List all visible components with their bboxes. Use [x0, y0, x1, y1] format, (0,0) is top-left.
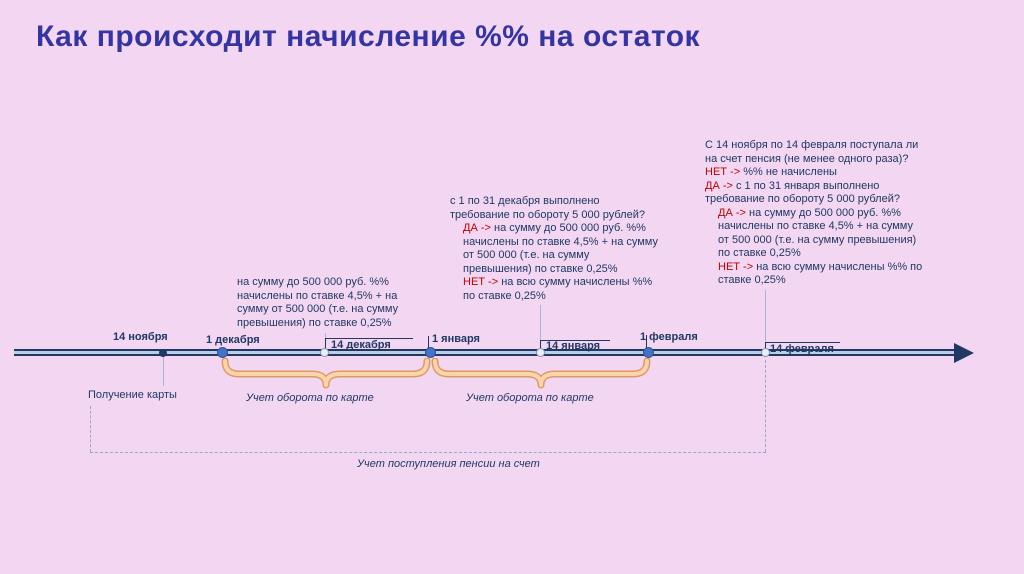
- annotation-line: требование по обороту 5 000 рублей?: [705, 193, 900, 205]
- date-label-14-dec: 14 декабря: [331, 339, 391, 351]
- callout-overline-14dec: [325, 338, 413, 339]
- annotation-line: по ставке 0,25%: [718, 247, 801, 259]
- annotation-line: превышения) по ставке 0,25%: [237, 316, 392, 329]
- timeline-point-1-feb: [643, 347, 654, 358]
- callout-tick-14dec: [325, 338, 326, 351]
- annotation-line: сумму от 500 000 (т.е. на сумму: [237, 303, 399, 315]
- card-receipt-line: [163, 357, 164, 386]
- date-label-1-dec: 1 декабря: [206, 334, 260, 346]
- annotation-period1: на сумму до 500 000 руб. %% начислены по …: [237, 276, 398, 330]
- arrow-right-icon: [954, 343, 974, 363]
- timeline-point-14-nov: [159, 349, 167, 357]
- callout-tick-14feb: [765, 342, 766, 351]
- turnover-brace-2: [431, 358, 651, 389]
- annotation-period2: с 1 по 31 декабря выполнено требование по…: [450, 195, 658, 303]
- annotation-line: НЕТ -> %% не начислены: [705, 166, 837, 178]
- answer-keyword: ДА ->: [463, 222, 491, 234]
- annotation-line: на сумму до 500 000 руб. %%: [237, 276, 389, 288]
- annotation-line: ДА -> на сумму до 500 000 руб. %%: [463, 222, 646, 234]
- timeline-point-1-dec: [217, 347, 228, 358]
- answer-keyword: НЕТ ->: [718, 260, 754, 273]
- annotation-line: на счет пенсия (не менее одного раза)?: [705, 152, 909, 165]
- annotation-line: ставке 0,25%: [718, 274, 786, 286]
- callout-line-period1: [325, 333, 326, 339]
- turnover-brace-1-label: Учет оборота по карте: [246, 392, 374, 404]
- date-label-14-nov: 14 ноября: [113, 331, 168, 343]
- timeline-point-14-jan: [536, 348, 545, 357]
- annotation-line: НЕТ -> на всю сумму начислены %% по: [718, 260, 923, 273]
- answer-keyword: НЕТ ->: [705, 166, 741, 178]
- callout-tick-14jan: [540, 340, 541, 351]
- date-label-14-feb: 14 февраля: [770, 343, 834, 355]
- annotation-line: начислены по ставке 4,5% + на сумму: [463, 235, 658, 248]
- callout-overline-14feb: [765, 342, 840, 343]
- date-label-14-jan: 14 января: [546, 340, 601, 352]
- annotation-line: С 14 ноября по 14 февраля поступала ли: [705, 139, 919, 151]
- callout-overline-14jan: [540, 340, 610, 341]
- callout-tick-1jan: [428, 336, 429, 350]
- timeline-point-14-dec: [320, 348, 329, 357]
- turnover-brace-1: [221, 358, 431, 389]
- callout-line-period2: [540, 305, 541, 340]
- annotation-line: НЕТ -> на всю сумму начислены %%: [463, 276, 653, 288]
- annotation-line: от 500 000 (т.е. на сумму: [463, 249, 590, 261]
- annotation-line: ДА -> на сумму до 500 000 руб. %%: [718, 206, 901, 219]
- date-label-1-feb: 1 февраля: [640, 331, 698, 343]
- turnover-brace-2-label: Учет оборота по карте: [466, 392, 594, 404]
- pension-bracket-right-line: [765, 360, 766, 452]
- timeline-point-1-jan: [425, 347, 436, 358]
- card-receipt-label: Получение карты: [88, 389, 177, 401]
- annotation-line: с 1 по 31 декабря выполнено: [450, 195, 600, 207]
- annotation-line: начислены по ставке 4,5% + на: [237, 289, 398, 302]
- answer-keyword: ДА ->: [705, 179, 733, 192]
- annotation-line: от 500 000 (т.е. на сумму превышения): [718, 233, 917, 246]
- pension-bracket-left-line: [90, 406, 91, 452]
- callout-tick-1feb: [646, 335, 647, 350]
- annotation-line: по ставке 0,25%: [463, 289, 546, 302]
- pension-bracket-bottom-line: [90, 452, 766, 453]
- annotation-line: требование по обороту 5 000 рублей?: [450, 208, 645, 221]
- annotation-period3: С 14 ноября по 14 февраля поступала ли на…: [705, 139, 922, 288]
- annotation-line: начислены по ставке 4,5% + на сумму: [718, 220, 913, 232]
- pension-label: Учет поступления пенсии на счет: [357, 458, 540, 470]
- callout-line-period3: [765, 290, 766, 342]
- page-title: Как происходит начисление %% на остаток: [36, 20, 701, 53]
- date-label-1-jan: 1 января: [432, 333, 480, 345]
- answer-keyword: НЕТ ->: [463, 276, 499, 288]
- annotation-line: превышения) по ставке 0,25%: [463, 262, 618, 275]
- annotation-line: ДА -> с 1 по 31 января выполнено: [705, 179, 880, 192]
- timeline-axis: [14, 349, 956, 356]
- timeline-point-14-feb: [761, 348, 770, 357]
- answer-keyword: ДА ->: [718, 206, 746, 219]
